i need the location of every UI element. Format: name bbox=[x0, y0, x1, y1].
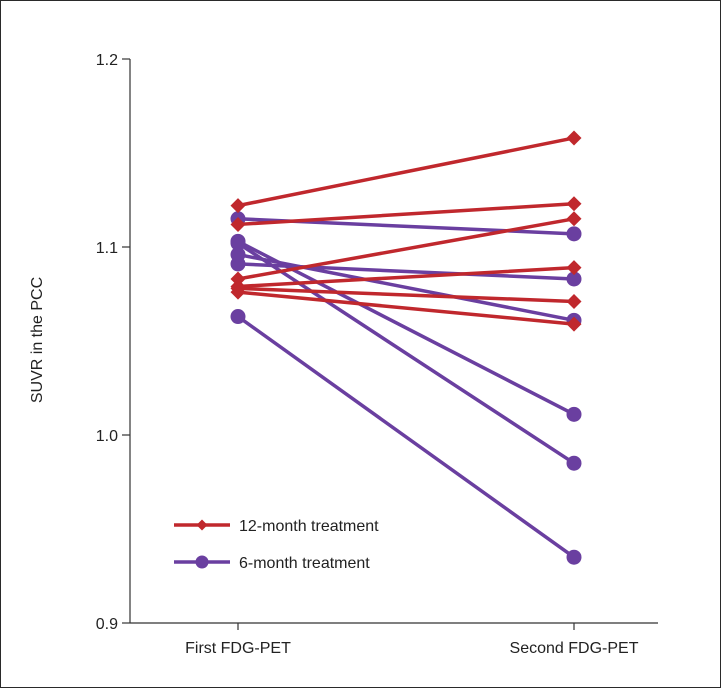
data-point bbox=[566, 549, 582, 565]
data-point bbox=[566, 226, 582, 242]
legend-label: 12-month treatment bbox=[239, 518, 379, 535]
data-point bbox=[566, 130, 582, 146]
data-point bbox=[230, 235, 246, 251]
data-point bbox=[230, 247, 246, 263]
series-line bbox=[236, 241, 576, 465]
series-line bbox=[236, 286, 576, 304]
data-point bbox=[566, 294, 582, 310]
series-line bbox=[236, 290, 576, 326]
data-point bbox=[566, 211, 582, 227]
y-tick-label: 0.9 bbox=[96, 616, 118, 633]
data-point bbox=[566, 196, 582, 212]
data-point bbox=[230, 284, 246, 300]
series-12-month bbox=[230, 130, 582, 332]
legend-marker bbox=[195, 555, 209, 569]
y-tick-label: 1.1 bbox=[96, 240, 118, 257]
y-ticks: 0.9 1.0 1.1 1.2 bbox=[96, 52, 130, 633]
x-tick-label: Second FDG-PET bbox=[510, 640, 639, 657]
axes bbox=[129, 59, 658, 624]
series-line bbox=[236, 265, 576, 289]
series-layer bbox=[230, 130, 582, 565]
data-point bbox=[230, 198, 246, 214]
data-point bbox=[566, 316, 582, 332]
series-line bbox=[236, 239, 576, 417]
data-point bbox=[566, 271, 582, 287]
data-point bbox=[566, 260, 582, 276]
data-point bbox=[230, 309, 246, 325]
series-line bbox=[236, 136, 576, 208]
legend-marker bbox=[196, 519, 208, 531]
series-line bbox=[236, 202, 576, 227]
y-tick-label: 1.2 bbox=[96, 52, 118, 69]
data-point bbox=[230, 271, 246, 287]
data-point bbox=[566, 455, 582, 471]
series-line bbox=[236, 217, 576, 281]
series-line bbox=[236, 314, 576, 559]
series-line bbox=[236, 252, 576, 323]
legend: 12-month treatment 6-month treatment bbox=[174, 518, 379, 572]
x-tick-label: First FDG-PET bbox=[185, 640, 291, 657]
series-6-month bbox=[230, 211, 582, 565]
data-point bbox=[566, 406, 582, 422]
y-tick-label: 1.0 bbox=[96, 428, 118, 445]
x-ticks: First FDG-PET Second FDG-PET bbox=[185, 623, 639, 657]
data-point bbox=[230, 216, 246, 232]
y-axis-title: SUVR in the PCC bbox=[29, 277, 46, 403]
legend-label: 6-month treatment bbox=[239, 555, 370, 572]
